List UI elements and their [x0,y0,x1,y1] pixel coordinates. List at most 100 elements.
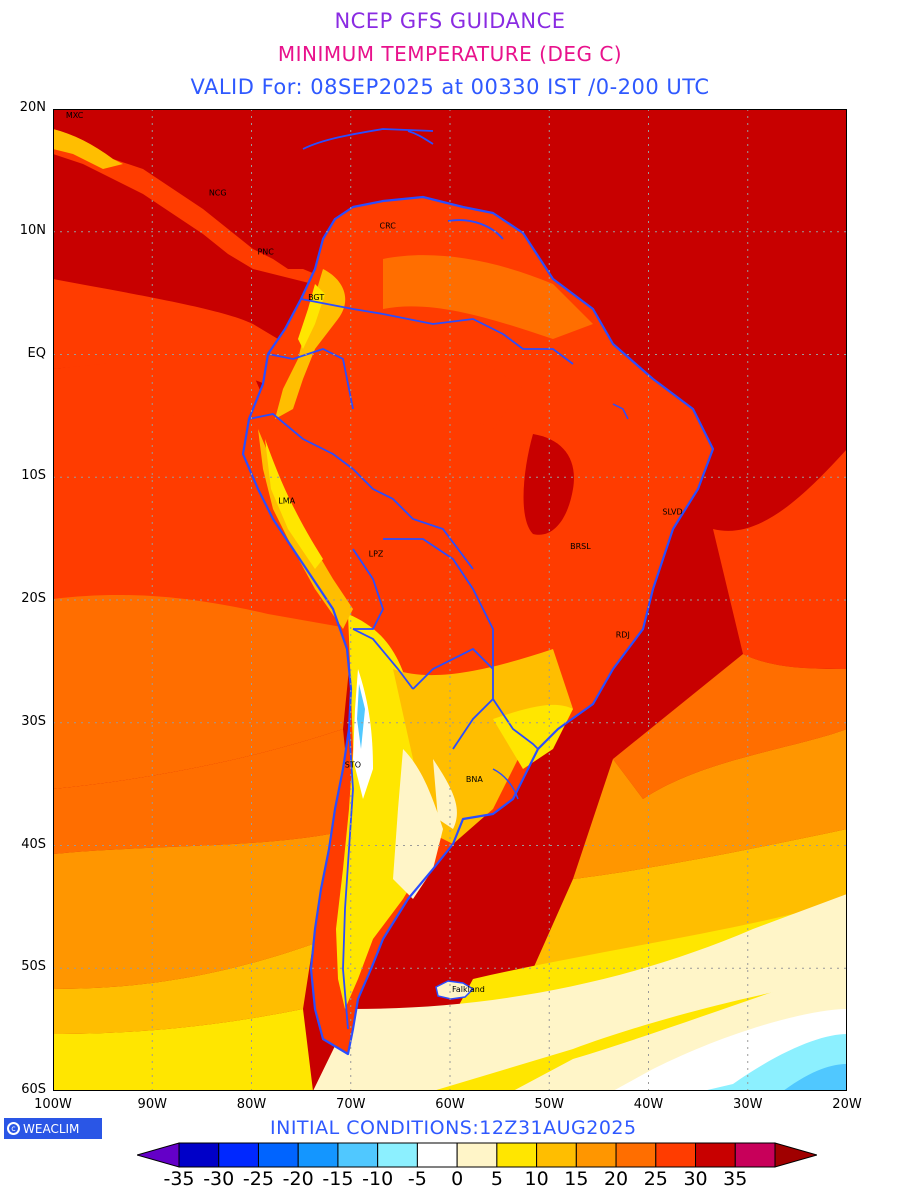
band-pacific-yellow [53,1009,313,1091]
peru-andes [258,429,353,629]
map-frame [53,109,847,1091]
colorbar-swatch [456,1142,498,1168]
colorbar-swatch [734,1142,776,1168]
lon-tick-label: 90W [137,1097,167,1112]
colorbar-high-arrow [774,1142,817,1168]
colorbar-swatch [536,1142,577,1168]
weaclim-logo: c WEACLIM [4,1118,102,1139]
colorbar-swatch [218,1142,259,1168]
colorbar-tick-label: -30 [203,1168,235,1190]
colorbar-tick-label: 5 [490,1168,503,1190]
amazon-delta [612,403,629,420]
hispaniola-outline [407,130,434,145]
city-label-falkland: Falkland [452,985,485,994]
band-eq-pacific [53,359,268,439]
colorbar-swatch [257,1142,299,1168]
lon-tick-label: 50W [534,1097,564,1112]
band-atlantic-north [713,449,847,669]
amazon-zone [353,309,523,429]
band-south-sky [783,1064,847,1091]
lat-tick-label: 30S [21,713,46,729]
lat-tick-label: 60S [21,1082,46,1097]
colorbar-swatch [337,1142,379,1168]
band-pacific-warm [53,279,303,399]
city-label-crc: CRC [380,222,397,231]
colorbar-tick-label: 0 [451,1168,464,1190]
brazil-hot-core [523,434,574,535]
band-pacific-ne [53,362,353,669]
coastline [241,195,715,1056]
colorbar-swatch [178,1142,220,1168]
title-valid-time: VALID For: 08SEP2025 at 00330 IST /0-200… [190,75,710,99]
colorbar-tick-label: 25 [643,1168,668,1190]
colorbar-swatch [695,1142,736,1168]
lon-tick-label: 30W [733,1097,763,1112]
city-label-ncg: NCG [209,188,227,197]
colorbar-tick-label: -25 [242,1168,274,1190]
colorbar-swatch [575,1142,617,1168]
cuba-outline [302,128,434,150]
lat-tick-label: 20N [19,100,46,115]
lon-tick-label: 20W [832,1097,862,1112]
band-pacific-mid [53,594,353,789]
patagonia-cream [393,749,443,899]
falkland-islands [435,980,475,1000]
border-bolivia-chile [352,628,414,690]
border-peru-brazil [352,468,474,570]
border-paraguay [412,647,494,690]
border-chile-argentina [342,728,354,1030]
band-south-cream [313,894,847,1091]
temperature-map: MXC NCG PNC CRC BGT LMA LPZ SLVD BRSL RDJ STO BNA Fa… [53,109,847,1091]
colorbar-tick-label: 10 [524,1168,549,1190]
venezuela-orange [383,255,593,339]
rio-de-la-plata [492,768,519,800]
colorbar-swatch [655,1142,697,1168]
border-colombia-ecuador [267,348,354,410]
colombia-andes [275,269,346,419]
lat-tick-label: 10N [19,222,46,238]
colorbar [137,1142,817,1168]
band-atlantic-amber [533,829,847,969]
border-colombia-venezuela [300,298,384,315]
colorbar-low-arrow [137,1142,180,1168]
title-model: NCEP GFS GUIDANCE [334,9,566,33]
central-america-land [53,129,315,284]
colorbar-tick-label: -35 [163,1168,195,1190]
lon-tick-label: 40W [633,1097,664,1112]
colorbar-tick-label: 30 [683,1168,708,1190]
map-canvas: MXC NCG PNC CRC BGT LMA LPZ SLVD BRSL RDJ STO BNA Fa… [53,109,847,1091]
colorbar-swatch [496,1142,538,1168]
colorbar-swatch [416,1142,458,1168]
lon-tick-label: 60W [435,1097,465,1112]
colombia-andes-yellow [298,284,325,349]
mexico-highland [53,129,123,169]
colorbar-tick-label: -5 [407,1168,427,1190]
city-label-lpz: LPZ [369,549,384,558]
pampas-cream [433,759,457,829]
peru-andes-yellow [265,439,323,569]
city-label-bgt: BGT [308,293,324,302]
colorbar-tick-label: 35 [723,1168,748,1190]
colorbar-swatch [297,1142,339,1168]
lon-tick-label: 70W [336,1097,366,1112]
city-label-brsl: BRSL [570,542,591,551]
lat-tick-label: 40S [21,836,46,852]
copyright-icon: c [7,1122,20,1135]
colorbar-tick-label: -20 [282,1168,314,1190]
border-uruguay-brazil [492,698,539,750]
border-guianas [502,333,574,365]
lat-tick-label: 20S [21,591,46,606]
lon-tick-label: 100W [34,1097,72,1112]
city-label-sto: STO [345,760,361,769]
colorbar-swatch [377,1142,418,1168]
band-pacific-amber [53,944,313,1034]
band-atlantic-mid [613,654,847,799]
border-bolivia-brazil [383,538,494,669]
colorbar-swatch [615,1142,657,1168]
city-label-pnc: PNC [257,247,274,256]
colorbar-tick-label: -10 [362,1168,394,1190]
lon-tick-label: 80W [236,1097,267,1112]
border-ecuador-peru [248,413,354,470]
city-label-rdj: RDJ [616,630,630,639]
lat-tick-label: EQ [27,345,46,361]
